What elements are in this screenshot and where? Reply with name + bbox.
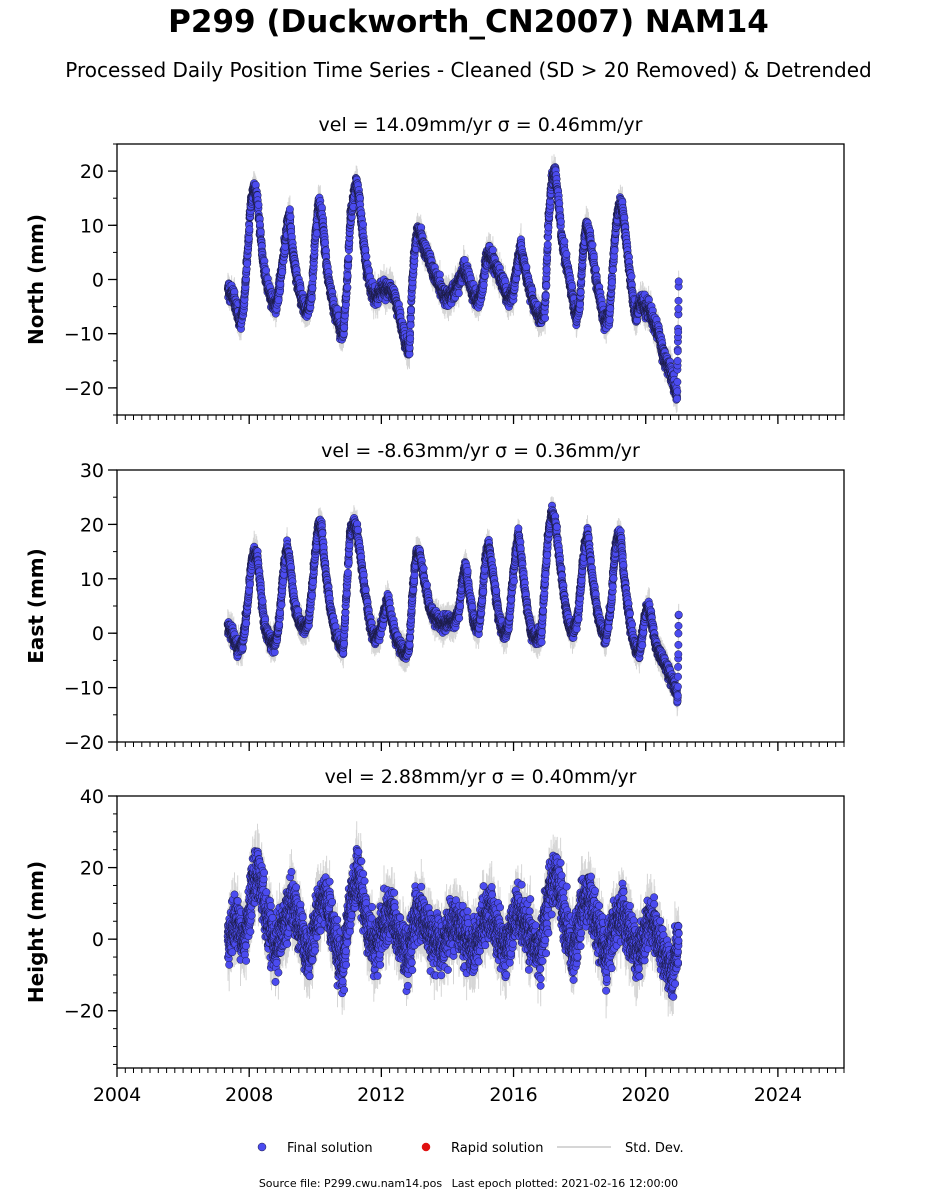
data-point <box>322 246 330 255</box>
data-point <box>333 305 342 313</box>
plot-area <box>223 154 683 413</box>
data-point <box>543 240 552 249</box>
figure-subtitle: Processed Daily Position Time Series - C… <box>65 58 872 82</box>
panel-north: vel = 14.09mm/yr σ = 0.46mm/yr North (mm)… <box>24 114 845 424</box>
data-point <box>606 304 615 313</box>
data-point <box>542 265 551 274</box>
panel-title: vel = -8.63mm/yr σ = 0.36mm/yr <box>321 440 640 462</box>
data-point <box>591 265 600 273</box>
data-point <box>674 277 683 286</box>
data-point <box>479 281 488 289</box>
data-point <box>362 252 371 261</box>
data-point <box>541 291 550 300</box>
data-point <box>278 268 287 277</box>
x-minor-ticks <box>116 415 845 420</box>
y-tick-label: −10 <box>64 324 104 346</box>
data-point <box>344 254 353 263</box>
data-point <box>286 212 295 221</box>
data-point <box>673 387 682 396</box>
data-point <box>541 314 550 323</box>
data-point <box>251 180 260 189</box>
data-point <box>556 217 565 226</box>
data-point <box>576 288 585 297</box>
data-point <box>674 304 683 313</box>
data-point <box>309 274 318 282</box>
data-point <box>262 266 271 275</box>
data-point <box>522 263 531 271</box>
data-point <box>608 278 617 287</box>
data-point <box>454 289 463 298</box>
data-point <box>588 240 597 249</box>
data-point <box>245 225 254 234</box>
data-point <box>340 323 349 332</box>
data-point <box>361 245 370 254</box>
data-point <box>673 377 682 386</box>
data-point <box>605 316 614 324</box>
data-point <box>244 234 253 243</box>
data-point <box>243 259 252 268</box>
data-point <box>568 282 576 291</box>
panel-title: vel = 14.09mm/yr σ = 0.46mm/yr <box>319 114 643 136</box>
final-solution-markers <box>223 163 683 404</box>
y-tick-label: 20 <box>80 161 104 183</box>
data-point <box>610 246 619 255</box>
data-point <box>673 356 682 365</box>
data-point <box>343 283 352 292</box>
data-point <box>627 272 636 281</box>
data-point <box>673 347 682 356</box>
data-point <box>308 284 317 293</box>
y-tick-label: −20 <box>64 378 104 400</box>
data-point <box>542 281 551 290</box>
data-point <box>560 237 569 246</box>
data-point <box>609 265 618 274</box>
data-point <box>488 246 497 255</box>
figure-title: P299 (Duckworth_CN2007) NAM14 <box>168 4 769 40</box>
data-point <box>674 328 683 337</box>
data-point <box>406 334 415 343</box>
data-point <box>406 321 415 330</box>
y-axis-label: East (mm) <box>24 548 48 664</box>
data-point <box>673 394 682 403</box>
data-point <box>321 238 330 247</box>
data-point <box>307 294 316 303</box>
plot-area <box>223 496 683 717</box>
data-point <box>256 228 265 236</box>
data-point <box>359 220 368 229</box>
y-tick-label: 0 <box>92 270 104 292</box>
data-point <box>544 223 553 232</box>
data-point <box>343 271 352 280</box>
data-point <box>274 296 283 305</box>
data-point <box>254 200 263 209</box>
data-point <box>674 296 683 305</box>
y-axis-label: North (mm) <box>24 214 48 345</box>
data-point <box>285 205 294 214</box>
data-point <box>407 306 416 315</box>
y-tick-label: 10 <box>80 215 104 237</box>
data-point <box>562 250 571 259</box>
